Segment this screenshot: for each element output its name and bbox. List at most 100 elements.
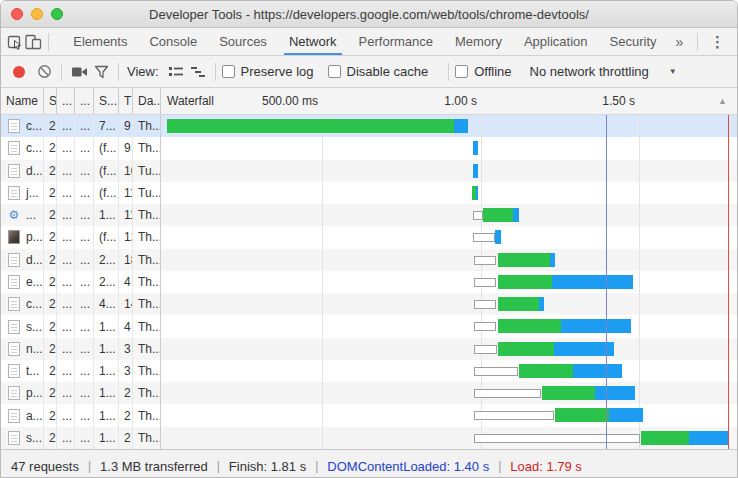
column-header-5[interactable]: T	[119, 88, 133, 114]
waterfall-cell	[161, 182, 737, 204]
domcontentloaded-line	[606, 315, 607, 337]
tab-application[interactable]: Application	[513, 28, 599, 55]
column-header-1[interactable]: S	[44, 88, 57, 114]
table-row[interactable]: a...2.........1...2Th...	[1, 404, 737, 426]
cell-date: Th...	[133, 271, 161, 293]
column-header-name[interactable]: Name	[1, 88, 44, 114]
document-icon	[8, 164, 20, 178]
screenshot-camera-icon[interactable]	[68, 62, 90, 82]
preserve-log-checkbox[interactable]: Preserve log	[222, 64, 314, 79]
tab-network[interactable]: Network	[278, 28, 348, 55]
gridline	[322, 137, 323, 159]
table-row[interactable]: c...2.........4...14Th...	[1, 293, 737, 315]
waterfall-receiving-bar	[473, 164, 478, 178]
table-row[interactable]: s...2.........1...2Th...	[1, 427, 737, 449]
disable-cache-checkbox[interactable]: Disable cache	[328, 64, 429, 79]
window-title: Developer Tools - https://developers.goo…	[149, 7, 589, 22]
throttling-dropdown[interactable]: No network throttling ▼	[530, 64, 677, 79]
tab-sources[interactable]: Sources	[208, 28, 278, 55]
tab-memory[interactable]: Memory	[444, 28, 513, 55]
table-row[interactable]: d...2.........2...18Th...	[1, 249, 737, 271]
cell-time: 4	[119, 271, 133, 293]
table-row[interactable]: d...2.........(f...10Tu...	[1, 160, 737, 182]
table-row[interactable]: s...2.........1...4Th...	[1, 315, 737, 337]
cell-type: ...	[57, 204, 75, 226]
cell-time: 11	[119, 204, 133, 226]
inspect-element-icon[interactable]	[7, 32, 24, 52]
waterfall-download-bar	[498, 342, 554, 356]
column-header-6[interactable]: Da..	[133, 88, 161, 114]
list-view-icon[interactable]	[165, 62, 187, 82]
overview-view-icon[interactable]	[187, 62, 209, 82]
cell-name: d...	[1, 249, 44, 271]
divider	[697, 33, 698, 51]
cell-size: 4...	[94, 293, 119, 315]
customize-menu-icon[interactable]: ⋮	[704, 33, 731, 51]
gridline	[639, 137, 640, 159]
waterfall-waiting-bar	[474, 345, 497, 354]
waterfall-waiting-bar	[474, 256, 496, 265]
device-toolbar-icon[interactable]	[24, 32, 42, 52]
status-item: Finish: 1.81 s	[229, 459, 306, 474]
cell-initiator: ...	[75, 427, 94, 449]
gridline	[639, 226, 640, 248]
table-row[interactable]: p...2.........(f...12Th...	[1, 226, 737, 248]
table-row[interactable]: c...2.........(f...9Th...	[1, 137, 737, 159]
more-panels-icon[interactable]: »	[668, 34, 692, 50]
tab-security[interactable]: Security	[599, 28, 668, 55]
cell-date: Th...	[133, 338, 161, 360]
column-header-4[interactable]: S...	[94, 88, 119, 114]
table-row[interactable]: n...2.........1...3Th...	[1, 338, 737, 360]
cell-initiator: ...	[75, 249, 94, 271]
column-header-waterfall[interactable]: Waterfall500.00 ms1.00 s1.50 s▲	[161, 88, 737, 114]
cell-status: 2...	[44, 293, 57, 315]
status-item[interactable]: DOMContentLoaded: 1.40 s	[327, 459, 489, 474]
status-separator: |	[88, 459, 91, 473]
cell-status: 2...	[44, 249, 57, 271]
tab-elements[interactable]: Elements	[62, 28, 138, 55]
waterfall-waiting-bar	[474, 278, 496, 287]
offline-checkbox[interactable]: Offline	[455, 64, 511, 79]
tab-console[interactable]: Console	[138, 28, 208, 55]
table-row[interactable]: c...2.........7...9Th...	[1, 115, 737, 137]
view-label: View:	[127, 64, 159, 79]
record-icon[interactable]	[13, 66, 25, 78]
domcontentloaded-line	[606, 360, 607, 382]
table-row[interactable]: e...2.........2...4Th...	[1, 271, 737, 293]
request-name: p...	[26, 230, 43, 244]
tab-performance[interactable]: Performance	[348, 28, 444, 55]
gridline	[639, 115, 640, 137]
cell-initiator: ...	[75, 338, 94, 360]
close-icon[interactable]	[11, 8, 23, 20]
cell-initiator: ...	[75, 204, 94, 226]
cell-date: Th...	[133, 382, 161, 404]
filter-icon[interactable]	[90, 62, 112, 82]
table-row[interactable]: ⚙...2.........1...11Th...	[1, 204, 737, 226]
domcontentloaded-line	[606, 226, 607, 248]
column-header-2[interactable]: ...	[57, 88, 75, 114]
waterfall-waiting-bar	[474, 411, 554, 420]
column-header-3[interactable]: ...	[75, 88, 94, 114]
cell-size: 1...	[94, 315, 119, 337]
waterfall-receiving-bar	[473, 141, 478, 155]
waterfall-receiving-bar	[476, 186, 478, 200]
request-name: c...	[26, 141, 42, 155]
cell-size: 1...	[94, 338, 119, 360]
table-row[interactable]: j...2.........(f...11Tu...	[1, 182, 737, 204]
cell-time: 10	[119, 160, 133, 182]
table-row[interactable]: p...2.........1...2Th...	[1, 382, 737, 404]
minimize-icon[interactable]	[31, 8, 43, 20]
divider	[215, 63, 216, 81]
status-item[interactable]: Load: 1.79 s	[510, 459, 582, 474]
clear-icon[interactable]	[33, 62, 55, 82]
cell-name: t...	[1, 360, 44, 382]
document-icon	[8, 431, 20, 445]
cell-type: ...	[57, 404, 75, 426]
cell-type: ...	[57, 226, 75, 248]
gridline	[322, 204, 323, 226]
request-name: a...	[26, 409, 43, 423]
zoom-icon[interactable]	[51, 8, 63, 20]
gridline	[639, 315, 640, 337]
table-row[interactable]: t...2.........1...3Th...	[1, 360, 737, 382]
load-event-line	[728, 293, 729, 315]
